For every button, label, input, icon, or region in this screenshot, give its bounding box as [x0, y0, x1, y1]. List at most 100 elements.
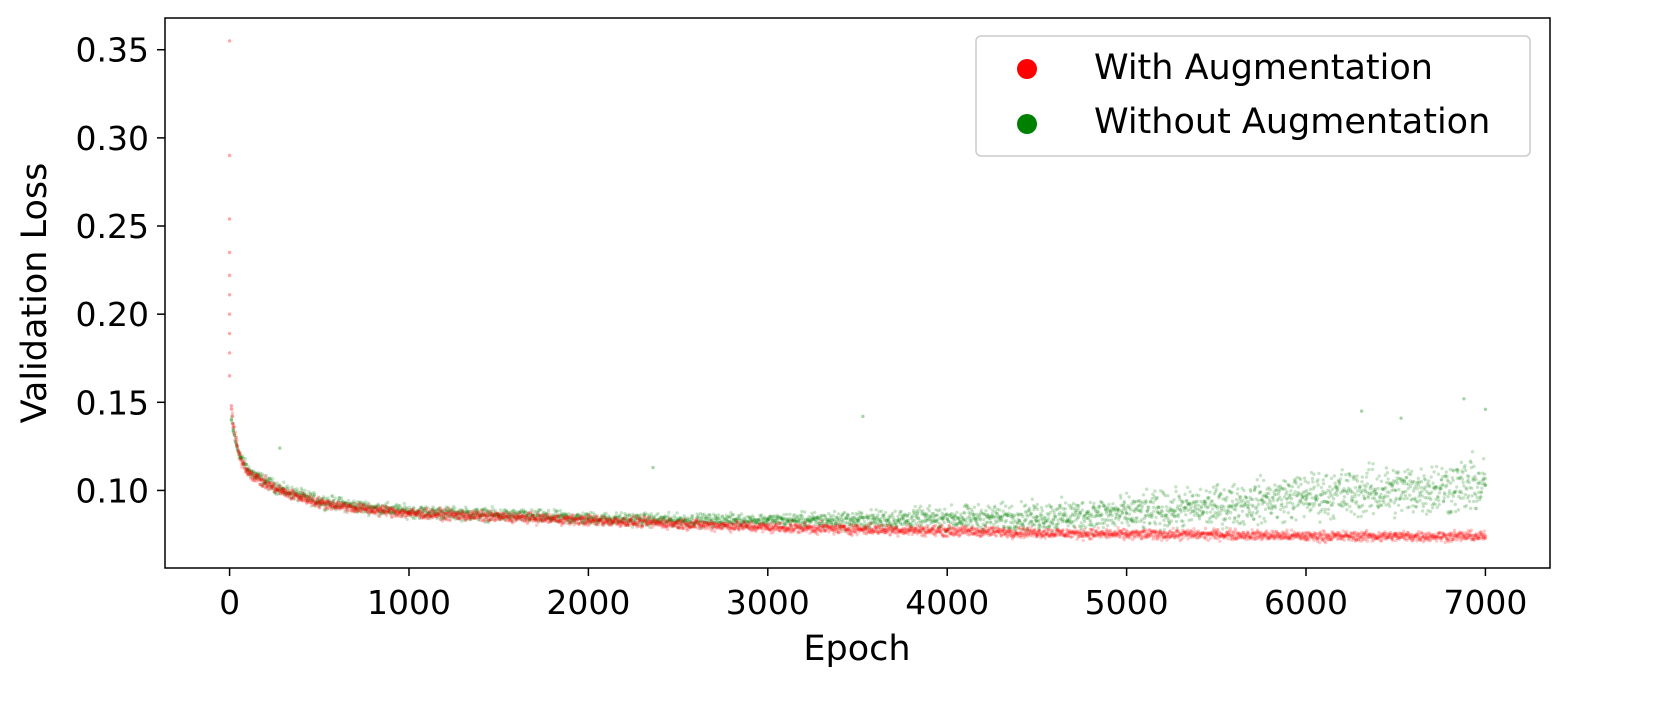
scatter-point [371, 507, 375, 512]
scatter-point [257, 472, 261, 477]
scatter-point [1461, 496, 1466, 500]
scatter-point [461, 509, 465, 513]
scatter-point [1406, 468, 1410, 472]
scatter-point [1400, 508, 1404, 513]
scatter-point [596, 520, 601, 524]
scatter-point [507, 512, 512, 516]
scatter-point [227, 250, 232, 255]
scatter-point [1092, 501, 1096, 506]
scatter-point [1370, 467, 1375, 472]
scatter-point [1263, 519, 1267, 524]
scatter-point [675, 511, 679, 515]
scatter-point [979, 508, 983, 512]
scatter-point [1142, 520, 1146, 525]
scatter-point [532, 509, 536, 514]
scatter-point [989, 521, 993, 525]
scatter-point [443, 512, 447, 516]
scatter-point [435, 512, 440, 517]
scatter-point [509, 513, 513, 517]
scatter-point [364, 505, 369, 510]
scatter-point [613, 516, 617, 520]
scatter-point [453, 510, 458, 515]
scatter-point [1271, 498, 1276, 503]
scatter-point [597, 517, 602, 522]
scatter-point [580, 518, 584, 522]
scatter-point [1247, 502, 1251, 507]
scatter-point [352, 504, 356, 509]
scatter-point [716, 513, 721, 517]
scatter-point [455, 511, 459, 515]
scatter-point [373, 505, 377, 510]
scatter-point [408, 512, 412, 516]
scatter-point [1408, 493, 1412, 497]
scatter-point [431, 505, 435, 509]
scatter-point [428, 509, 432, 513]
scatter-point [564, 513, 569, 518]
scatter-point [407, 510, 411, 514]
scatter-point [584, 520, 588, 524]
scatter-point [1294, 518, 1298, 522]
scatter-point [1071, 501, 1076, 506]
scatter-point [1437, 502, 1441, 507]
scatter-point [439, 515, 444, 520]
scatter-point [354, 506, 358, 510]
scatter-points-layer [227, 39, 1488, 545]
scatter-point [606, 518, 610, 522]
scatter-point [488, 517, 493, 522]
scatter-point [373, 505, 377, 510]
scatter-point [566, 518, 571, 522]
scatter-point [414, 513, 419, 518]
scatter-point [340, 503, 344, 507]
scatter-point [581, 511, 585, 515]
scatter-point [242, 461, 246, 465]
scatter-point [456, 510, 460, 515]
scatter-point [610, 518, 614, 522]
scatter-point [258, 474, 262, 479]
scatter-point [1038, 524, 1043, 528]
scatter-point [377, 511, 382, 516]
scatter-point [575, 512, 580, 517]
scatter-point [266, 480, 271, 484]
scatter-point [333, 505, 337, 509]
scatter-point [480, 513, 485, 517]
scatter-point [585, 515, 590, 520]
scatter-point [1311, 480, 1315, 484]
scatter-point [499, 517, 504, 521]
scatter-point [579, 514, 584, 518]
scatter-point [1291, 502, 1295, 506]
scatter-point [327, 503, 331, 507]
scatter-point [476, 517, 480, 522]
scatter-point [997, 508, 1002, 512]
scatter-point [562, 516, 567, 520]
scatter-point [273, 491, 277, 495]
scatter-point [448, 518, 452, 523]
scatter-point [591, 511, 595, 515]
scatter-point [1357, 493, 1361, 497]
scatter-point [395, 512, 399, 517]
scatter-point [381, 510, 386, 515]
scatter-point [496, 513, 501, 518]
scatter-point [1321, 478, 1325, 482]
scatter-point [1280, 502, 1284, 506]
scatter-point [739, 512, 744, 516]
scatter-point [437, 511, 442, 515]
scatter-point [1289, 489, 1293, 493]
scatter-point [823, 514, 828, 518]
scatter-point [455, 516, 459, 520]
scatter-point [1443, 492, 1447, 497]
scatter-point [593, 522, 597, 526]
scatter-point [613, 515, 618, 519]
scatter-point [338, 500, 343, 505]
scatter-point [682, 517, 686, 521]
scatter-point [270, 480, 274, 484]
scatter-point [313, 504, 317, 508]
scatter-point [538, 518, 543, 523]
scatter-point [1420, 509, 1425, 513]
scatter-point [1399, 416, 1403, 420]
scatter-point [353, 501, 357, 506]
scatter-point [1296, 485, 1301, 489]
scatter-point [1049, 505, 1053, 509]
scatter-point [1059, 495, 1064, 499]
scatter-point [479, 512, 484, 517]
scatter-point [244, 462, 249, 467]
